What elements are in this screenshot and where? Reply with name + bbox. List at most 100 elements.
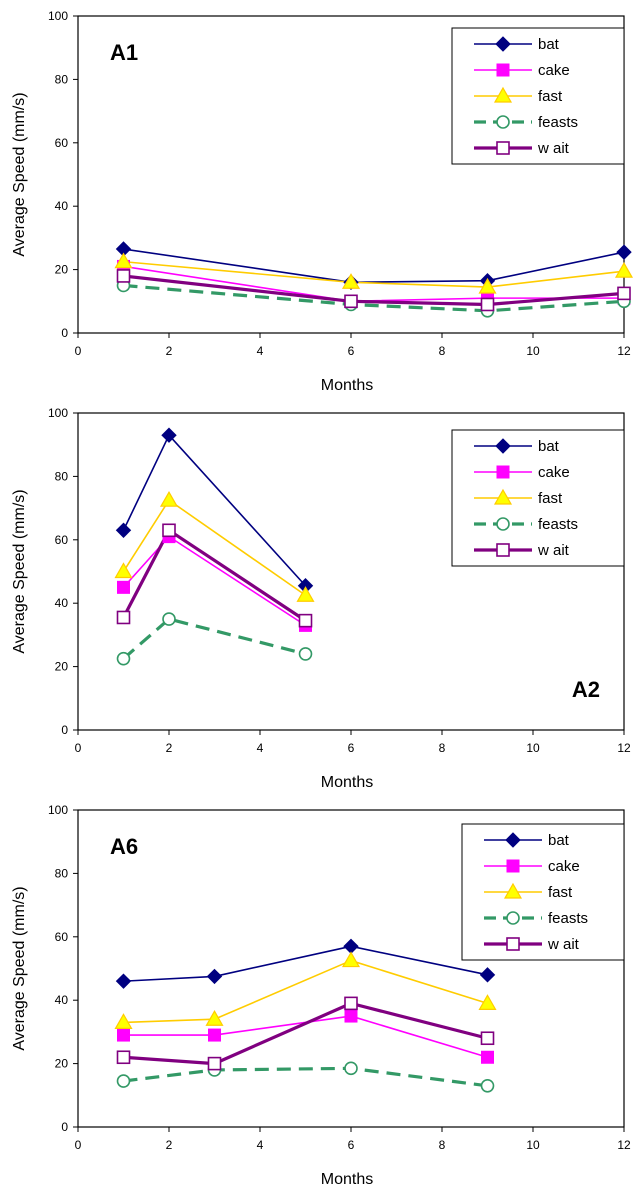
x-tick-label: 12 [617, 741, 631, 755]
x-tick-label: 10 [526, 741, 540, 755]
x-tick-label: 4 [257, 344, 264, 358]
x-tick-label: 2 [166, 1138, 173, 1152]
y-tick-label: 80 [55, 469, 69, 483]
y-tick-label: 20 [55, 263, 69, 277]
series-line-wait [123, 274, 625, 307]
legend-label-bat: bat [538, 36, 560, 53]
x-tick-label: 6 [348, 344, 355, 358]
y-tick-label: 60 [55, 136, 69, 150]
legend-label-cake: cake [548, 858, 580, 875]
chart-panel-a1: 0 20 40 60 80 100 0 2 4 6 8 10 12 Months Average Speed… [0, 0, 634, 397]
y-tick-label: 100 [48, 803, 68, 817]
x-tick-label: 2 [166, 344, 173, 358]
x-tick-label: 2 [166, 741, 173, 755]
data-point-feasts [298, 647, 313, 661]
legend-symbol-fast [493, 488, 513, 505]
series-line-fast [123, 260, 625, 288]
data-point-feasts [116, 651, 131, 666]
data-point-bat [115, 522, 132, 538]
legend-symbol-wait [496, 543, 510, 557]
legend-label-bat: bat [538, 438, 560, 455]
data-point-bat [479, 967, 496, 983]
x-tick-label: 0 [75, 1138, 82, 1152]
legend-label-cake: cake [538, 62, 570, 79]
data-point-wait [162, 523, 176, 538]
data-point-wait [116, 610, 131, 625]
legend-marker-feasts [506, 911, 520, 925]
data-point-feasts [162, 612, 176, 626]
series-markers-wait [116, 996, 495, 1071]
legend-marker-bat [495, 36, 511, 52]
y-tick-label: 60 [55, 533, 69, 547]
legend-label-fast: fast [548, 884, 573, 901]
x-tick-label: 4 [257, 741, 264, 755]
legend-label-wait: w ait [537, 542, 570, 559]
y-tick-label: 20 [55, 1057, 69, 1071]
chart-panel-a2: 0 20 40 60 80 100 0 2 4 6 8 10 12 Months Average Speed… [0, 397, 634, 794]
data-point-cake [117, 580, 130, 594]
legend-symbol-feasts [496, 517, 510, 531]
series-line-bat [123, 945, 488, 982]
legend-symbol-wait [506, 937, 520, 951]
series-markers-bat [115, 427, 314, 594]
data-point-fast [114, 562, 133, 579]
series-line-bat [123, 248, 625, 284]
data-point-cake [208, 1028, 221, 1042]
legend-label-fast: fast [538, 490, 563, 507]
series-line-cake [123, 1015, 488, 1059]
data-point-fast [341, 951, 361, 968]
data-point-bat [161, 427, 177, 443]
legend-marker-bat [495, 438, 511, 454]
legend-label-feasts: feasts [548, 910, 588, 927]
y-axis-title: Average Speed (mm/s) [11, 92, 28, 256]
legend-symbol-bat [505, 832, 521, 848]
data-point-wait [298, 613, 313, 628]
legend-marker-fast [503, 882, 523, 899]
legend-symbol-wait [496, 141, 510, 155]
panel-label: A2 [572, 677, 600, 702]
data-point-fast [159, 490, 179, 507]
data-point-feasts [480, 1078, 495, 1093]
legend-marker-cake [496, 465, 510, 479]
series-markers-cake [117, 530, 312, 632]
x-tick-label: 8 [439, 1138, 446, 1152]
data-point-cake [481, 1050, 494, 1064]
x-tick-label: 12 [617, 344, 631, 358]
series-line-wait [123, 1001, 488, 1066]
x-tick-label: 0 [75, 344, 82, 358]
legend-marker-wait [506, 937, 520, 951]
series-markers-bat [115, 938, 496, 989]
chart-panel-a6: 0 20 40 60 80 100 0 2 4 6 8 10 12 Months Average Speed… [0, 794, 634, 1191]
data-point-feasts [344, 1061, 358, 1076]
legend-marker-fast [493, 86, 513, 103]
legend-marker-cake [506, 859, 520, 873]
y-tick-label: 100 [48, 9, 68, 23]
legend-marker-feasts [496, 115, 510, 129]
x-tick-label: 6 [348, 1138, 355, 1152]
x-tick-label: 0 [75, 741, 82, 755]
y-tick-label: 40 [55, 199, 69, 213]
data-point-fast [296, 586, 315, 602]
legend-marker-cake [496, 63, 510, 77]
legend-marker-bat [505, 832, 521, 848]
series-line-feasts [123, 1066, 488, 1088]
y-tick-label: 40 [55, 993, 69, 1007]
legend-symbol-bat [495, 36, 511, 52]
data-point-wait [480, 1031, 495, 1046]
legend-label-feasts: feasts [538, 516, 578, 533]
legend-symbol-feasts [506, 911, 520, 925]
series-line-fast [122, 499, 306, 596]
data-point-fast [478, 994, 497, 1010]
data-point-fast [114, 1013, 133, 1029]
legend-symbol-cake [496, 63, 510, 77]
series-markers-fast [114, 951, 497, 1029]
series-line-cake [122, 535, 306, 627]
data-point-bat [616, 244, 632, 260]
data-point-bat [115, 973, 132, 989]
y-tick-label: 100 [48, 406, 68, 420]
data-point-wait [617, 286, 631, 301]
data-point-wait [207, 1056, 222, 1071]
legend-symbol-cake [506, 859, 520, 873]
series-markers-feasts [116, 1061, 495, 1093]
data-point-wait [116, 269, 131, 283]
